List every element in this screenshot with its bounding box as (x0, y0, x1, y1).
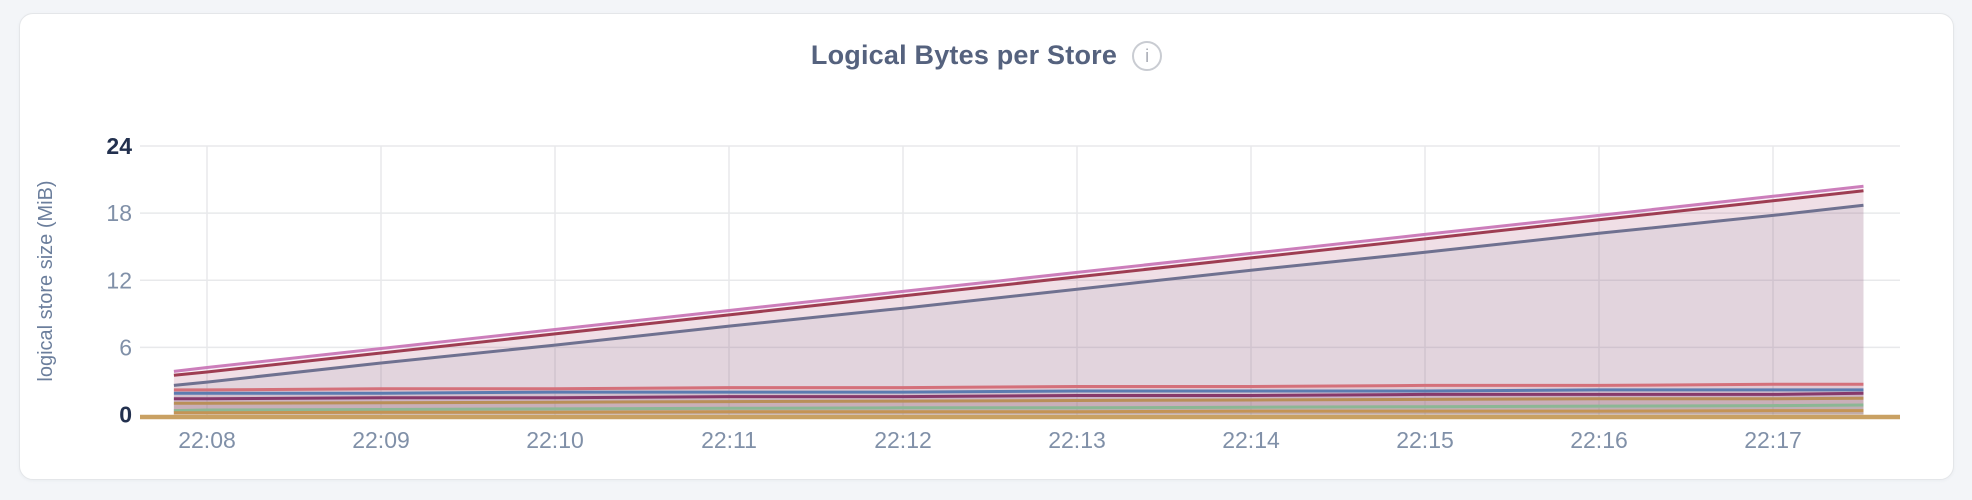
y-tick-label: 18 (106, 200, 132, 226)
x-tick-label: 22:16 (1570, 427, 1628, 453)
x-tick-label: 22:11 (701, 427, 757, 453)
line-store-magenta (173, 391, 1864, 401)
x-tick-label: 22:15 (1396, 427, 1454, 453)
x-tick-label: 22:10 (526, 427, 584, 453)
area-store-slate (173, 205, 1864, 415)
line-store-green (173, 403, 1864, 413)
chart-header: Logical Bytes per Store i (20, 40, 1953, 71)
x-tick-label: 22:17 (1744, 427, 1802, 453)
line-store-maroon (173, 189, 1864, 377)
chart-title: Logical Bytes per Store (810, 40, 1118, 70)
line-store-salmon (173, 382, 1864, 392)
area-store-pink (173, 186, 1864, 415)
line-store-pink (173, 184, 1864, 373)
x-tick-label: 22:12 (874, 427, 932, 453)
x-tick-label: 22:09 (352, 427, 410, 453)
y-tick-label: 24 (106, 133, 132, 159)
line-store-tan (173, 396, 1864, 405)
x-tick-label: 22:14 (1222, 427, 1280, 453)
area-store-maroon (173, 190, 1864, 415)
x-tick-label: 22:08 (178, 427, 236, 453)
axis-tick-labels: 0 6 12 18 24 22:08 22:09 22:10 22:11 22:12 22:13 22… (106, 133, 1801, 453)
y-tick-label: 6 (119, 334, 132, 360)
y-tick-label: 0 (119, 402, 132, 428)
x-tick-label: 22:13 (1048, 427, 1106, 453)
y-tick-label: 12 (106, 267, 132, 293)
chart-series[interactable] (140, 184, 1900, 420)
info-icon[interactable]: i (1132, 40, 1163, 71)
line-store-steel-blue (173, 388, 1864, 395)
line-store-orange (173, 409, 1864, 415)
y-axis-title: logical store size (MiB) (35, 180, 57, 381)
line-store-slate (173, 203, 1864, 387)
